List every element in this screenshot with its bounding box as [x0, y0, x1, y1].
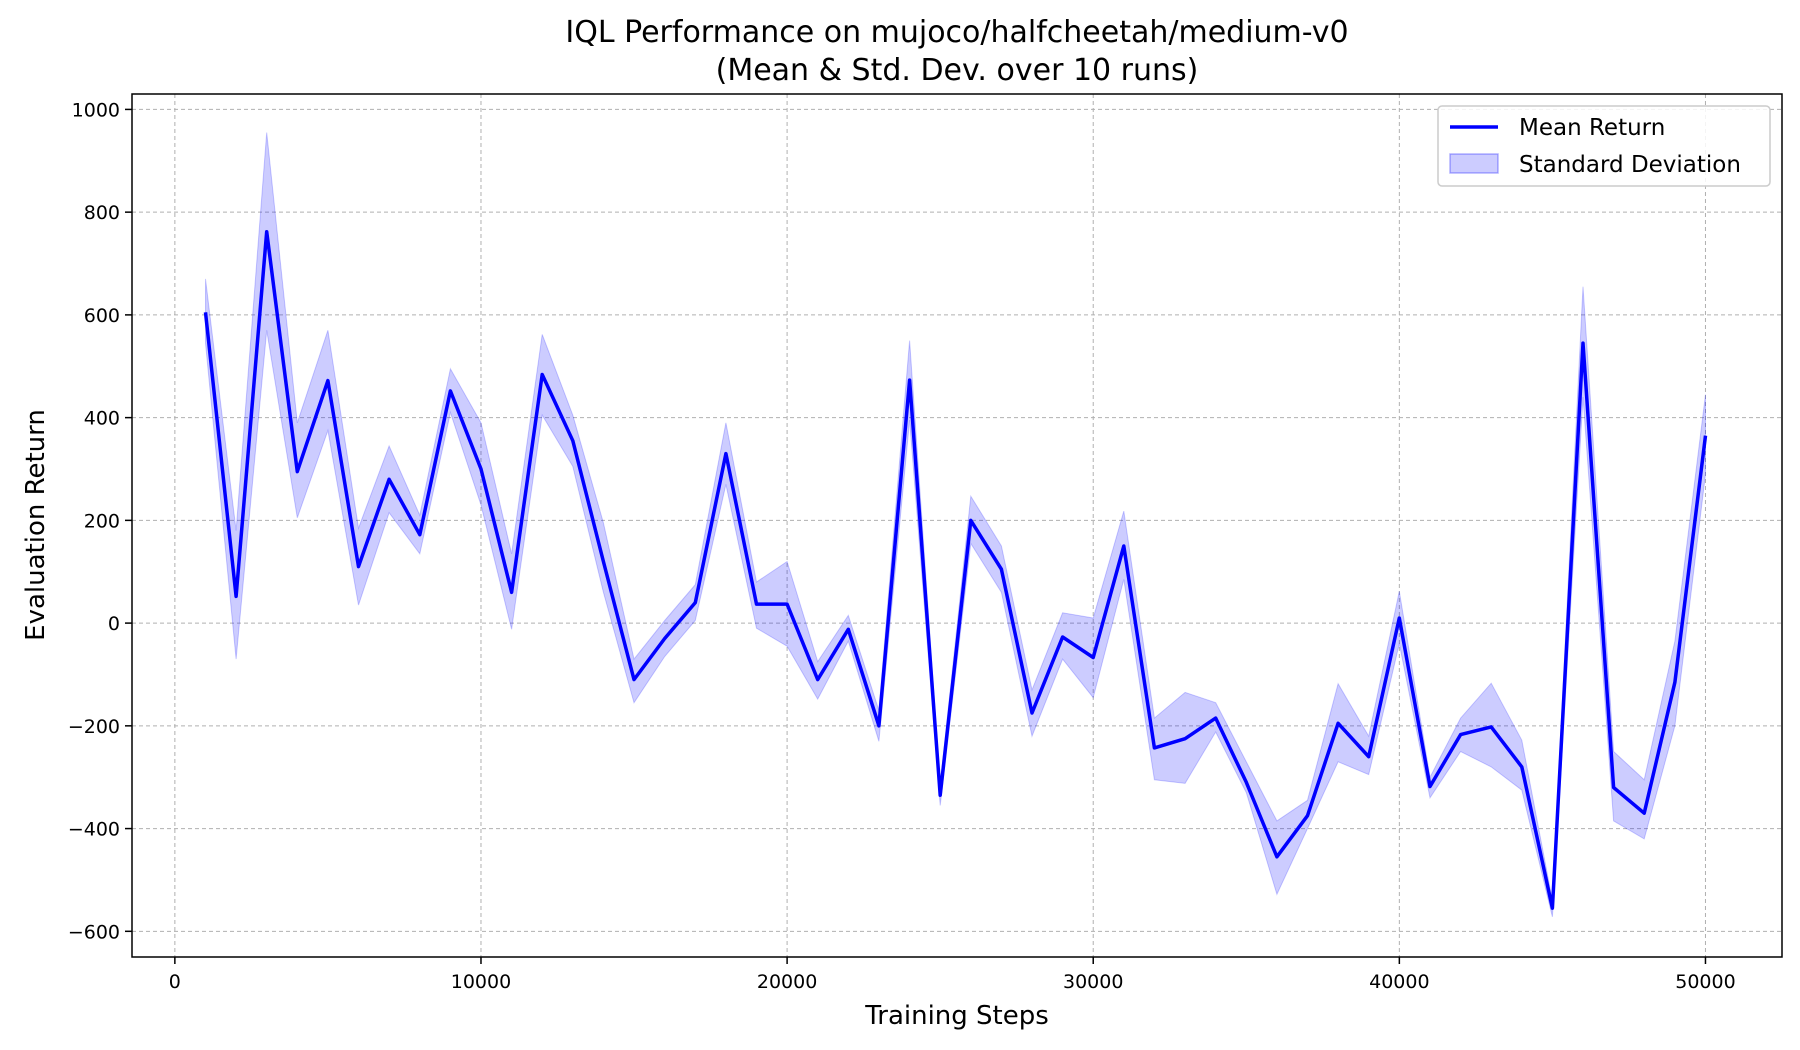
y-tick-label: 400 — [84, 408, 120, 430]
y-tick-label: −200 — [68, 716, 120, 738]
x-tick-label: 30000 — [1063, 971, 1123, 993]
y-tick-label: 600 — [84, 305, 120, 327]
y-axis-ticks: −600 −400 −200 0 200 400 600 800 1000 — [68, 99, 132, 943]
x-axis-ticks: 0 10000 20000 30000 40000 50000 — [169, 957, 1736, 993]
legend-box — [1437, 105, 1771, 187]
x-tick-label: 0 — [169, 971, 181, 993]
x-tick-label: 20000 — [757, 971, 817, 993]
std-band-area — [205, 132, 1706, 918]
y-tick-label: −400 — [68, 819, 120, 841]
y-tick-label: 0 — [108, 613, 120, 635]
y-tick-label: 1000 — [72, 99, 120, 121]
x-tick-label: 50000 — [1675, 971, 1735, 993]
y-tick-label: 200 — [84, 510, 120, 532]
y-tick-label: 800 — [84, 202, 120, 224]
grid — [132, 94, 1782, 957]
legend-band-swatch — [1449, 153, 1499, 174]
x-tick-label: 40000 — [1369, 971, 1429, 993]
x-tick-label: 10000 — [451, 971, 511, 993]
plot-frame — [131, 93, 1783, 958]
legend-label-std: Standard Deviation — [1519, 152, 1741, 178]
std-band — [205, 132, 1706, 918]
y-axis-label: Evaluation Return — [21, 409, 51, 641]
mean-line — [203, 229, 1708, 910]
mean-return-line — [203, 229, 1708, 910]
x-axis-label: Training Steps — [864, 1001, 1049, 1031]
chart-title: IQL Performance on mujoco/halfcheetah/me… — [565, 15, 1348, 50]
legend: Mean Return Standard Deviation — [1437, 105, 1771, 187]
y-tick-label: −600 — [68, 921, 120, 943]
chart-subtitle: (Mean & Std. Dev. over 10 runs) — [716, 53, 1199, 88]
legend-label-mean: Mean Return — [1519, 115, 1665, 141]
